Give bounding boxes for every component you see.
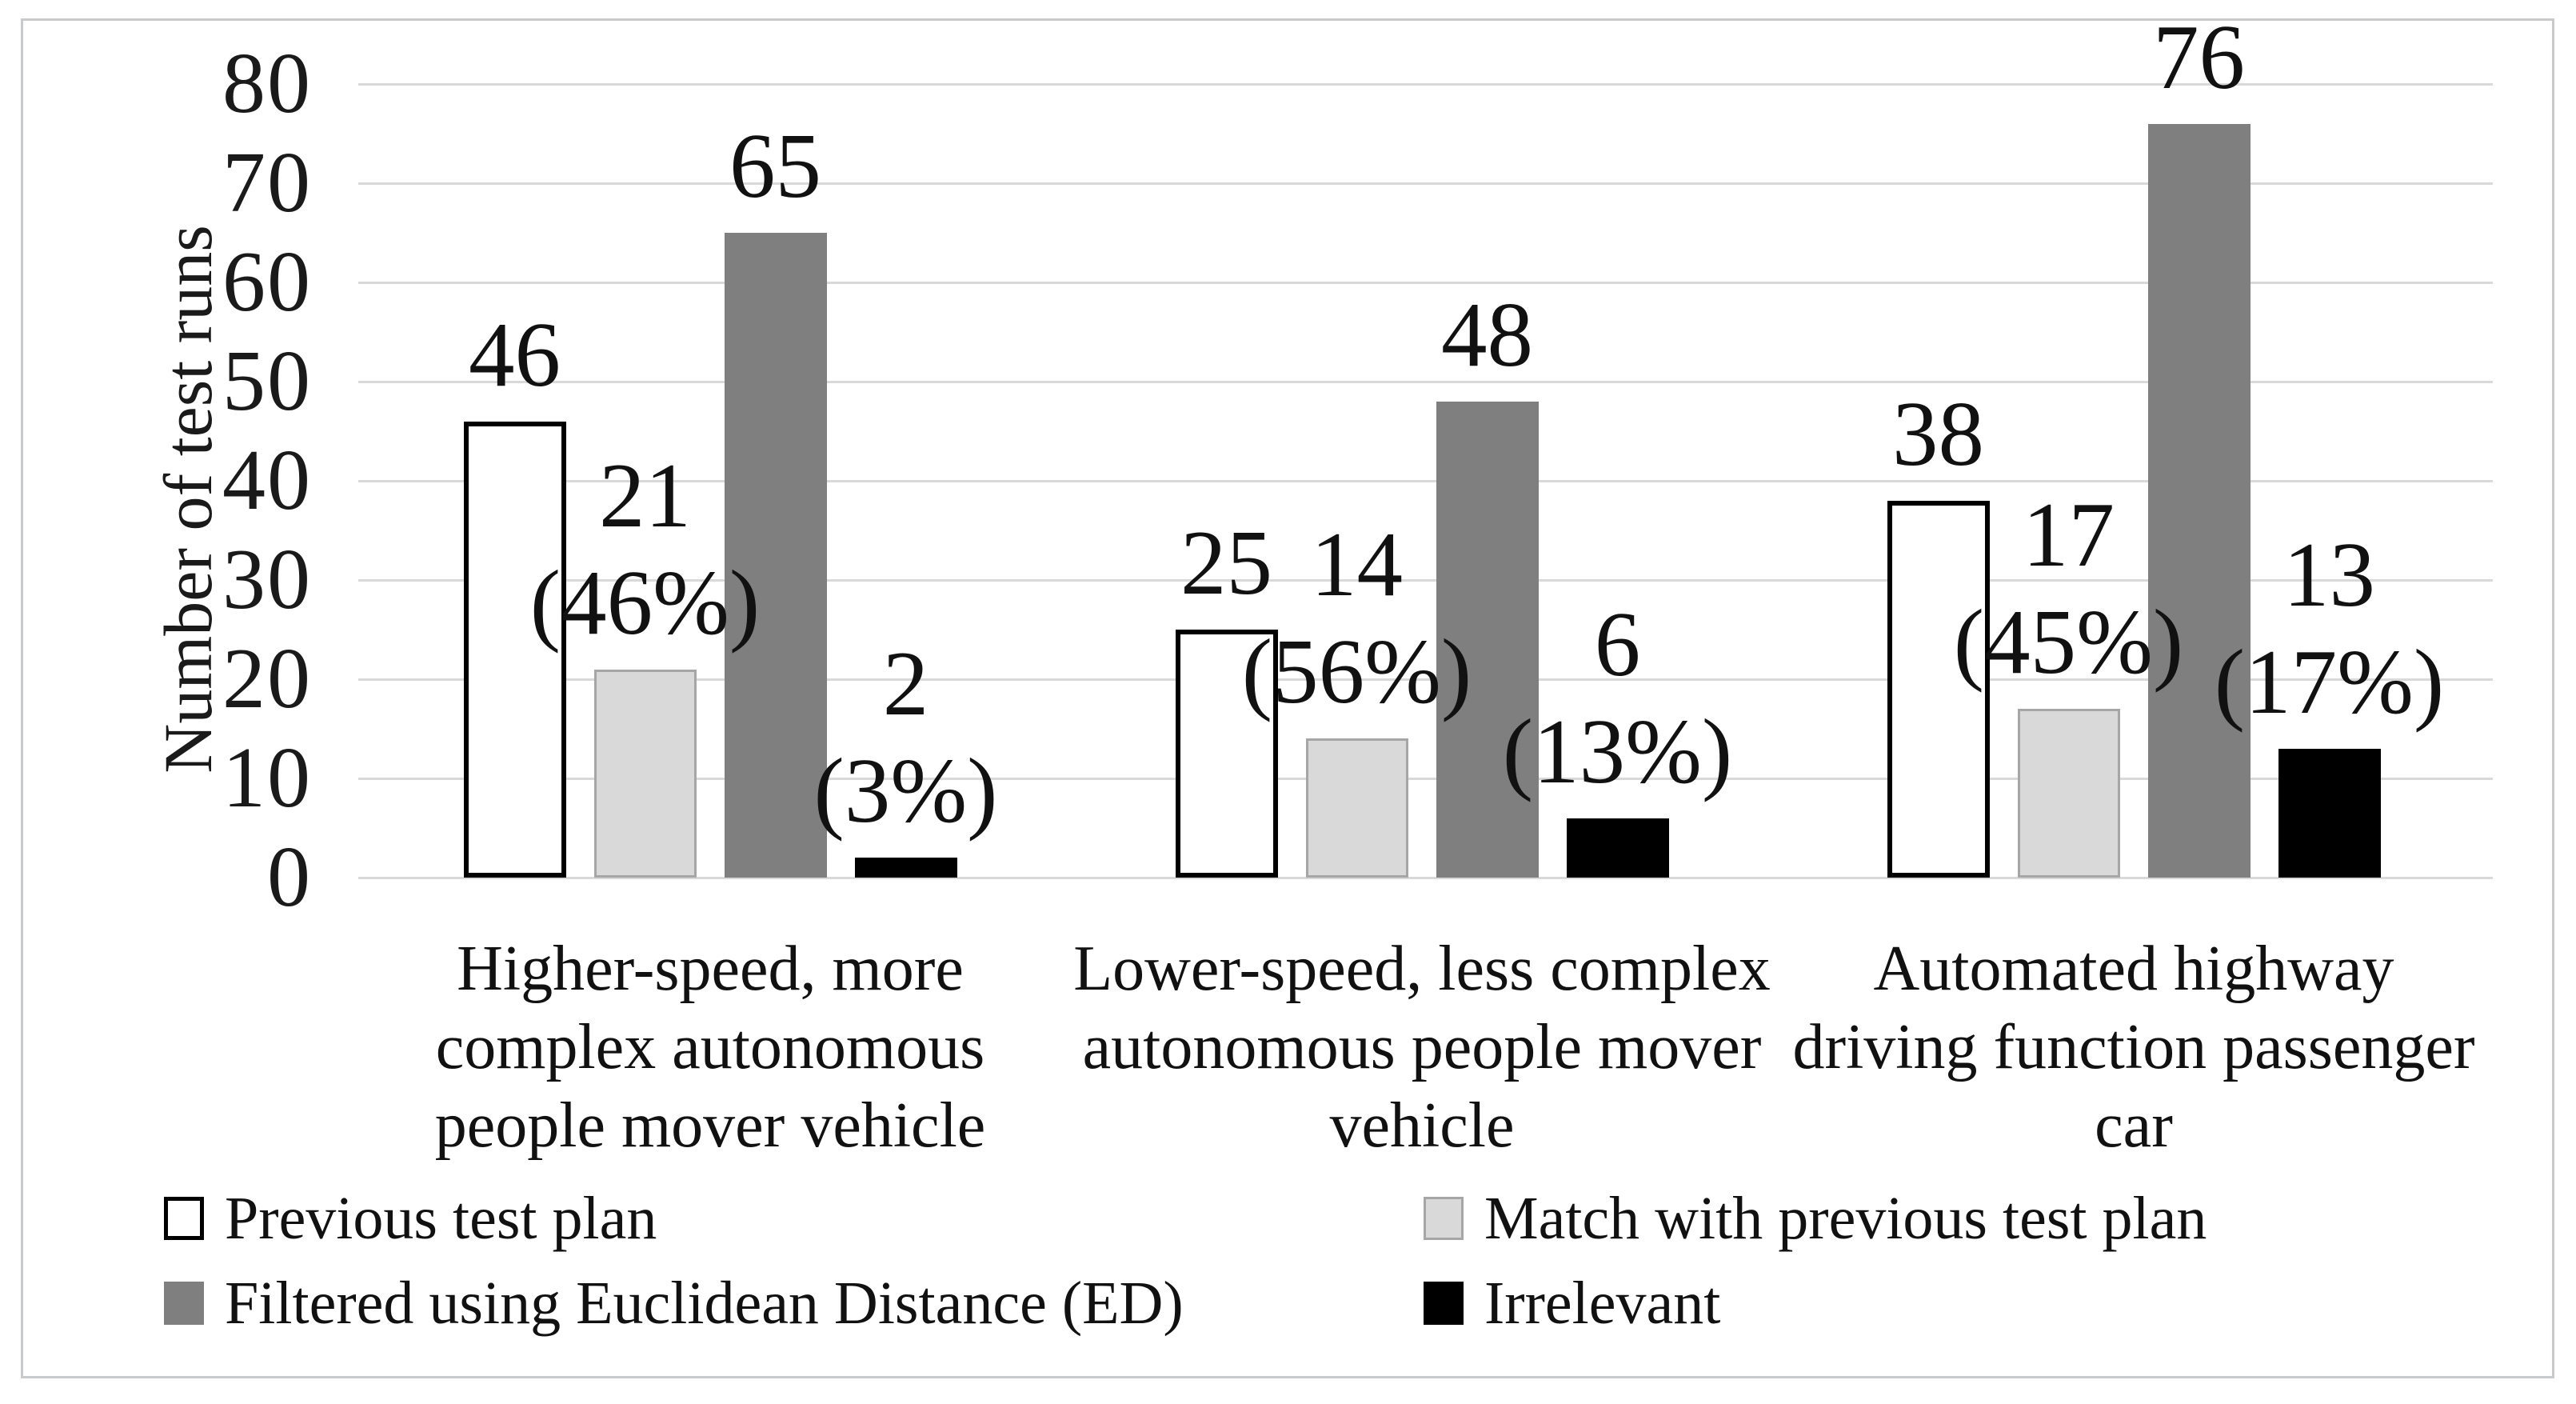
gridline <box>358 83 2493 86</box>
bar-value-label: 21 (46%) <box>529 444 761 654</box>
bar-filtered-using-euclidean-distance-ed <box>724 233 827 878</box>
bar-value-label: 65 <box>729 115 821 217</box>
legend-item-irrelevant: Irrelevant <box>1424 1266 1720 1340</box>
bar-value-label: 46 <box>469 303 561 406</box>
bar-filtered-using-euclidean-distance-ed <box>1436 401 1539 878</box>
gridline <box>358 678 2493 681</box>
bar-irrelevant <box>854 858 957 878</box>
gridline <box>358 579 2493 582</box>
category-label: Automated highway driving function passe… <box>1792 934 2475 1161</box>
bar-value-label: 14 (56%) <box>1241 514 1472 723</box>
bar-previous-test-plan <box>1175 630 1278 878</box>
legend-swatch-irrelevant <box>1424 1282 1464 1325</box>
category-label: Lower-speed, less complex autonomous peo… <box>1073 934 1771 1161</box>
gridline <box>358 381 2493 383</box>
y-tick-label: 10 <box>222 730 312 826</box>
y-tick-label: 50 <box>222 334 312 429</box>
bar-value-label: 76 <box>2153 6 2245 108</box>
bar-previous-test-plan <box>1887 500 1990 878</box>
bar-value-label: 25 <box>1180 512 1272 614</box>
y-tick-label: 40 <box>222 433 312 528</box>
gridline <box>358 480 2493 482</box>
bar-previous-test-plan <box>463 421 566 878</box>
legend-swatch-match-with-previous-test-plan <box>1424 1197 1464 1240</box>
legend-label: Filtered using Euclidean Distance (ED) <box>225 1270 1184 1337</box>
bar-filtered-using-euclidean-distance-ed <box>2147 123 2251 878</box>
bar-match-with-previous-test-plan <box>1305 738 1408 878</box>
gridline <box>358 282 2493 284</box>
bar-value-label: 6 (13%) <box>1502 593 1733 802</box>
legend-item-match-with-previous-test-plan: Match with previous test plan <box>1424 1182 2207 1255</box>
bar-value-label: 38 <box>1892 382 1984 485</box>
legend-label: Previous test plan <box>225 1185 657 1252</box>
y-tick-label: 60 <box>222 234 312 330</box>
bar-irrelevant <box>2278 748 2381 878</box>
y-tick-label: 20 <box>222 631 312 726</box>
legend-label: Match with previous test plan <box>1484 1185 2207 1252</box>
legend-swatch-previous-test-plan <box>164 1197 204 1240</box>
gridline <box>358 877 2493 879</box>
y-tick-label: 80 <box>222 36 312 131</box>
bar-match-with-previous-test-plan <box>2017 709 2120 878</box>
gridline <box>358 182 2493 185</box>
bar-match-with-previous-test-plan <box>593 669 697 878</box>
legend-label: Irrelevant <box>1484 1270 1721 1337</box>
legend-swatch-filtered-using-euclidean-distance-ed <box>164 1282 204 1325</box>
bar-value-label: 13 (17%) <box>2214 523 2445 733</box>
figure-border <box>21 18 2554 1378</box>
y-tick-label: 30 <box>222 532 312 627</box>
y-tick-label: 70 <box>222 135 312 230</box>
legend-item-filtered-using-euclidean-distance-ed: Filtered using Euclidean Distance (ED) <box>164 1266 1184 1340</box>
legend-item-previous-test-plan: Previous test plan <box>164 1182 657 1255</box>
bar-irrelevant <box>1566 818 1669 878</box>
category-label: Higher-speed, more complex autonomous pe… <box>434 934 986 1161</box>
bar-value-label: 17 (45%) <box>1953 484 2184 694</box>
bar-value-label: 48 <box>1441 283 1533 386</box>
gridline <box>358 778 2493 780</box>
y-tick-label: 0 <box>267 830 312 925</box>
bar-value-label: 2 (3%) <box>813 633 998 842</box>
